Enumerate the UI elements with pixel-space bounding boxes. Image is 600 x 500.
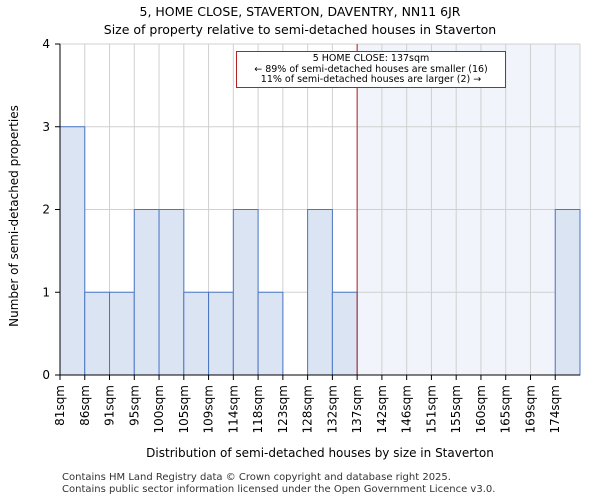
x-tick-label: 95sqm [127,385,141,426]
x-tick-label: 155sqm [449,385,463,433]
x-tick-label: 128sqm [301,385,315,433]
x-tick-label: 91sqm [103,385,117,426]
x-tick-label: 174sqm [548,385,562,433]
x-tick-label: 123sqm [276,385,290,433]
x-tick-label: 132sqm [325,385,339,433]
marker-annotation: 5 HOME CLOSE: 137sqm ← 89% of semi-detac… [236,51,506,88]
bar [208,291,234,376]
x-tick-label: 169sqm [523,385,537,433]
x-tick-label: 105sqm [177,385,191,433]
bar [232,209,259,376]
y-axis-label: Number of semi-detached properties [7,105,21,327]
x-tick-label: 165sqm [499,385,513,433]
bar [84,291,111,376]
bar [109,291,135,376]
bar [331,291,358,376]
bar [183,291,210,376]
footer-licence: Contains public sector information licen… [62,484,496,495]
footer-copyright: Contains HM Land Registry data © Crown c… [62,472,451,483]
y-tick-label: 3 [42,120,50,134]
y-tick-label: 1 [42,285,50,299]
marker-smaller-text: ← 89% of semi-detached houses are smalle… [254,63,488,75]
x-tick-label: 137sqm [350,385,364,433]
bar [554,209,581,376]
bar [257,291,284,376]
bar [59,126,86,376]
x-tick-label: 151sqm [424,385,438,433]
chart-subtitle: Size of property relative to semi-detach… [103,22,497,37]
x-tick-label: 146sqm [400,385,414,433]
x-tick-label: 142sqm [375,385,389,433]
x-tick-label: 81sqm [53,385,67,426]
x-axis-label: Distribution of semi-detached houses by … [146,446,494,460]
marker-label: 5 HOME CLOSE: 137sqm [312,53,430,64]
chart-title: 5, HOME CLOSE, STAVERTON, DAVENTRY, NN11… [139,4,461,19]
y-tick-label: 4 [42,37,50,51]
y-tick-label: 2 [42,203,50,217]
y-tick-label: 0 [42,368,50,382]
bar [307,209,333,376]
x-tick-label: 118sqm [251,385,265,433]
x-tick-label: 160sqm [474,385,488,433]
x-tick-label: 109sqm [202,385,216,433]
x-tick-label: 114sqm [226,385,240,433]
x-tick-label: 100sqm [152,385,166,433]
bar [158,209,185,376]
x-tick-label: 86sqm [78,385,92,426]
marker-larger-text: 11% of semi-detached houses are larger (… [260,74,482,85]
bar [133,209,160,376]
